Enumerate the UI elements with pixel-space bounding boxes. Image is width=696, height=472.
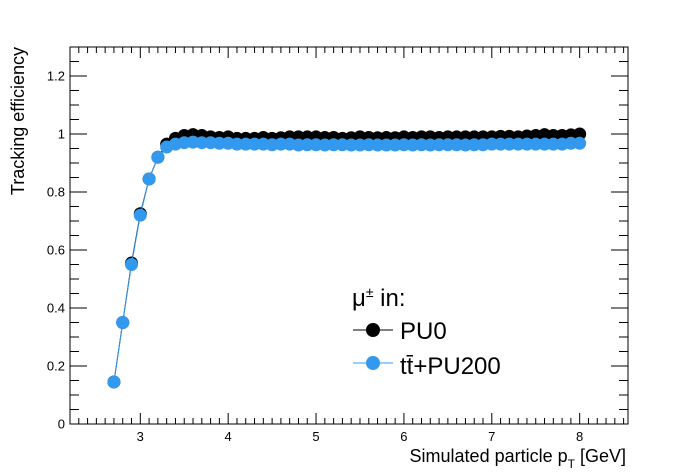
legend: μ± in: PU0 tt̄+PU200 [352, 284, 501, 380]
data-point [125, 258, 139, 271]
axis-ticks [69, 46, 628, 425]
legend-label-pu200: tt̄+PU200 [400, 353, 501, 380]
legend-marker-pu200 [366, 356, 380, 370]
data-point [142, 172, 156, 186]
y-tick-label: 0.6 [47, 243, 65, 258]
y-tick-label: 0.8 [47, 185, 65, 200]
data-point [133, 208, 147, 222]
series-pu200 [107, 135, 587, 389]
x-tick-label: 6 [400, 429, 407, 444]
x-tick-label: 4 [225, 429, 232, 444]
y-tick-label: 1.2 [47, 69, 65, 84]
legend-header: μ± in: [352, 284, 406, 312]
x-tick-label: 8 [576, 429, 583, 444]
data-series [107, 127, 587, 389]
data-point [116, 316, 130, 329]
tick-labels: 3 4 5 6 7 8 0 0.2 0.4 0.6 0.8 1 1.2 [47, 69, 583, 445]
data-point [151, 150, 165, 164]
data-point [107, 375, 121, 389]
data-point [573, 136, 587, 150]
y-tick-label: 0 [58, 417, 65, 432]
y-tick-label: 0.2 [47, 359, 65, 374]
y-tick-label: 1 [58, 127, 65, 142]
y-axis-title: Tracking efficiency [8, 47, 28, 195]
legend-marker-pu0 [366, 323, 380, 337]
x-tick-label: 7 [488, 429, 495, 444]
x-tick-label: 3 [137, 429, 144, 444]
x-tick-label: 5 [312, 429, 319, 444]
legend-label-pu0: PU0 [400, 318, 447, 345]
x-axis-title: Simulated particle pT [GeV] [410, 446, 626, 471]
data-point [573, 127, 587, 141]
y-tick-label: 0.4 [47, 301, 65, 316]
